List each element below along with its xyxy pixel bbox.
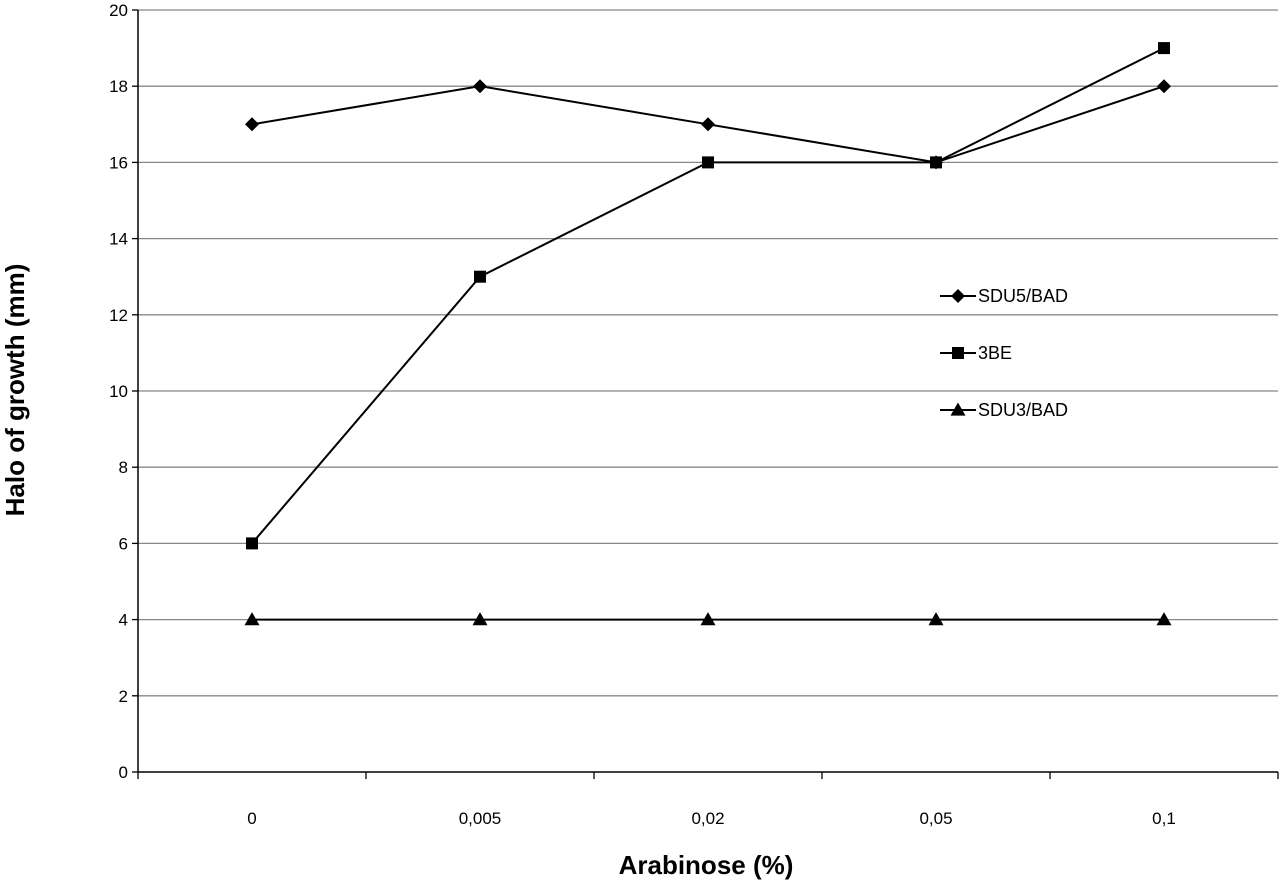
data-point-triangle — [700, 612, 716, 626]
legend-marker-square — [952, 347, 964, 359]
x-tick-label: 0,02 — [691, 809, 724, 828]
data-point-square — [930, 156, 942, 169]
legend-marker-diamond — [951, 289, 965, 303]
legend: SDU5/BAD 3BE SDU3/BAD — [940, 286, 1068, 420]
x-tick-label: 0,1 — [1152, 809, 1176, 828]
gridlines — [138, 9, 1278, 697]
data-point-diamond — [473, 79, 487, 94]
x-tick-labels: 0 0,005 0,02 0,05 0,1 — [247, 809, 1176, 828]
data-point-diamond — [1157, 79, 1171, 94]
y-tick-label: 6 — [119, 534, 128, 553]
legend-item: SDU3/BAD — [940, 400, 1068, 420]
legend-item: 3BE — [940, 343, 1012, 363]
y-axis-title: Halo of growth (mm) — [0, 264, 30, 517]
x-tick-label: 0 — [247, 809, 256, 828]
x-tick-label: 0,005 — [459, 809, 502, 828]
y-tick-label: 12 — [109, 306, 128, 325]
y-tick-labels: 0 2 4 6 8 10 12 14 16 18 20 — [109, 1, 128, 782]
data-point-triangle — [244, 612, 260, 626]
y-tick-label: 4 — [119, 611, 128, 630]
axes — [132, 9, 1279, 779]
data-point-triangle — [928, 612, 944, 626]
data-point-diamond — [701, 117, 715, 132]
data-point-square — [246, 537, 258, 550]
data-point-square — [702, 156, 714, 169]
y-tick-label: 2 — [119, 687, 128, 706]
y-tick-label: 8 — [119, 458, 128, 477]
y-tick-label: 0 — [119, 763, 128, 782]
data-point-diamond — [245, 117, 259, 132]
legend-label: 3BE — [978, 343, 1012, 363]
series-markers — [244, 42, 1172, 626]
x-axis-title: Arabinose (%) — [619, 850, 794, 880]
y-tick-label: 16 — [109, 153, 128, 172]
legend-label: SDU3/BAD — [978, 400, 1068, 420]
series-lines — [251, 47, 1165, 621]
data-point-triangle — [472, 612, 488, 626]
y-tick-label: 10 — [109, 382, 128, 401]
legend-marker-triangle — [950, 402, 966, 416]
data-point-square — [474, 270, 486, 283]
x-tick-label: 0,05 — [919, 809, 952, 828]
data-point-square — [1158, 42, 1170, 55]
y-tick-label: 14 — [109, 230, 128, 249]
legend-item: SDU5/BAD — [940, 286, 1068, 306]
legend-label: SDU5/BAD — [978, 286, 1068, 306]
y-tick-label: 18 — [109, 77, 128, 96]
data-point-triangle — [1156, 612, 1172, 626]
y-tick-label: 20 — [109, 1, 128, 20]
